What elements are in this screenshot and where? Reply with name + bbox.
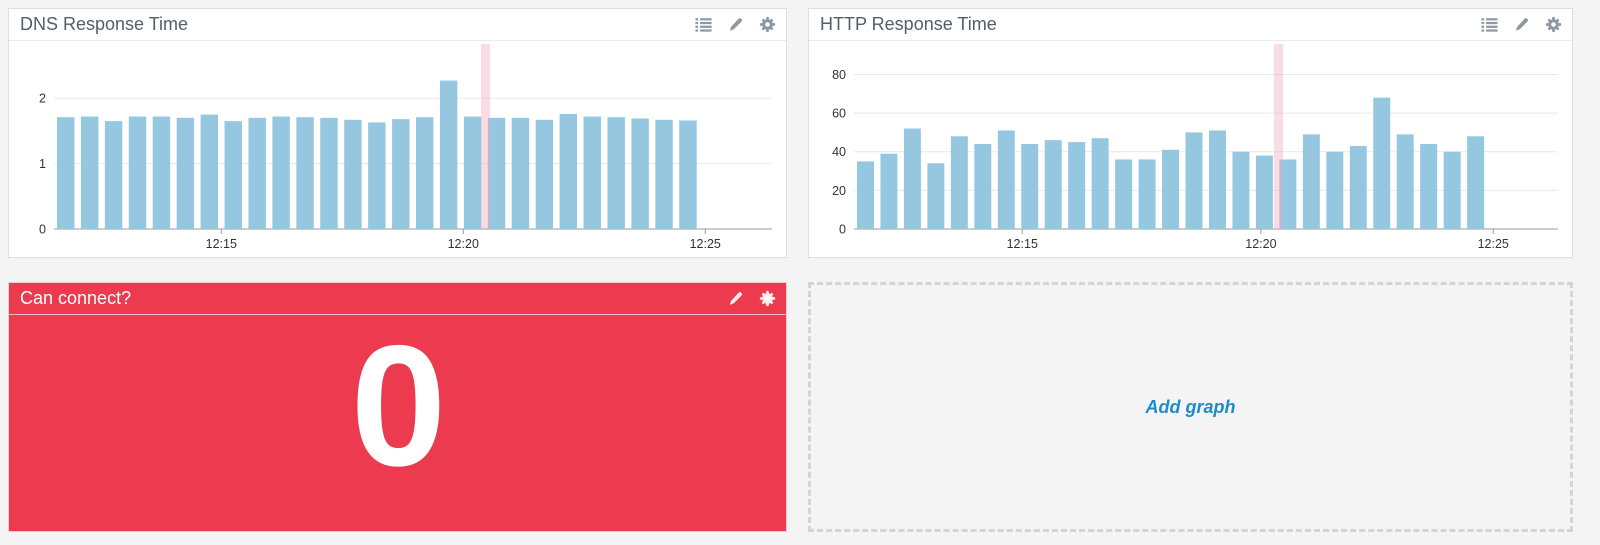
svg-text:12:20: 12:20 xyxy=(1245,237,1276,251)
svg-text:2: 2 xyxy=(39,92,46,106)
list-icon[interactable] xyxy=(695,16,712,33)
panel-dns-response-time: DNS Response Time 0 1 2 12:15 12:20 12:25 xyxy=(8,8,787,258)
pencil-icon[interactable] xyxy=(1513,16,1530,33)
http-response-time-chart[interactable]: 0 20 40 60 80 12:15 12:20 12:25 xyxy=(809,41,1572,257)
svg-text:0: 0 xyxy=(39,223,46,237)
svg-text:1: 1 xyxy=(39,157,46,171)
gear-icon[interactable] xyxy=(759,16,776,33)
panel-title-http[interactable]: HTTP Response Time xyxy=(820,14,997,34)
panel-actions xyxy=(1481,16,1562,33)
panel-header: DNS Response Time xyxy=(9,9,786,41)
svg-text:20: 20 xyxy=(832,184,846,198)
svg-text:12:25: 12:25 xyxy=(1478,237,1509,251)
pencil-icon[interactable] xyxy=(727,16,744,33)
svg-text:40: 40 xyxy=(832,145,846,159)
dns-response-time-chart[interactable]: 0 1 2 12:15 12:20 12:25 xyxy=(9,41,786,257)
panel-http-response-time: HTTP Response Time 0 20 40 60 80 12:15 12:20 12… xyxy=(808,8,1573,258)
panel-actions xyxy=(727,290,776,307)
list-icon[interactable] xyxy=(1481,16,1498,33)
panel-header: Can connect? xyxy=(9,283,786,315)
svg-text:12:15: 12:15 xyxy=(1007,237,1038,251)
add-graph-link[interactable]: Add graph xyxy=(1145,396,1236,417)
svg-text:12:20: 12:20 xyxy=(448,237,479,251)
svg-text:12:25: 12:25 xyxy=(690,237,721,251)
singlestat-body: 0 xyxy=(9,315,786,498)
svg-text:60: 60 xyxy=(832,107,846,121)
panel-grid: DNS Response Time 0 1 2 12:15 12:20 12:25 HTT… xyxy=(8,8,1573,532)
panel-can-connect: Can connect? 0 xyxy=(8,282,787,532)
dashboard: DNS Response Time 0 1 2 12:15 12:20 12:25 HTT… xyxy=(8,8,1573,532)
gear-icon[interactable] xyxy=(1545,16,1562,33)
panel-title-can-connect[interactable]: Can connect? xyxy=(20,288,132,308)
svg-text:80: 80 xyxy=(832,68,846,82)
panel-header: HTTP Response Time xyxy=(809,9,1572,41)
panel-actions xyxy=(695,16,776,33)
svg-text:0: 0 xyxy=(839,223,846,237)
svg-text:12:15: 12:15 xyxy=(206,237,237,251)
singlestat-value: 0 xyxy=(350,310,447,503)
panel-add-graph[interactable]: Add graph xyxy=(808,282,1573,532)
pencil-icon[interactable] xyxy=(727,290,744,307)
panel-title-dns[interactable]: DNS Response Time xyxy=(20,14,189,34)
gear-icon[interactable] xyxy=(759,290,776,307)
